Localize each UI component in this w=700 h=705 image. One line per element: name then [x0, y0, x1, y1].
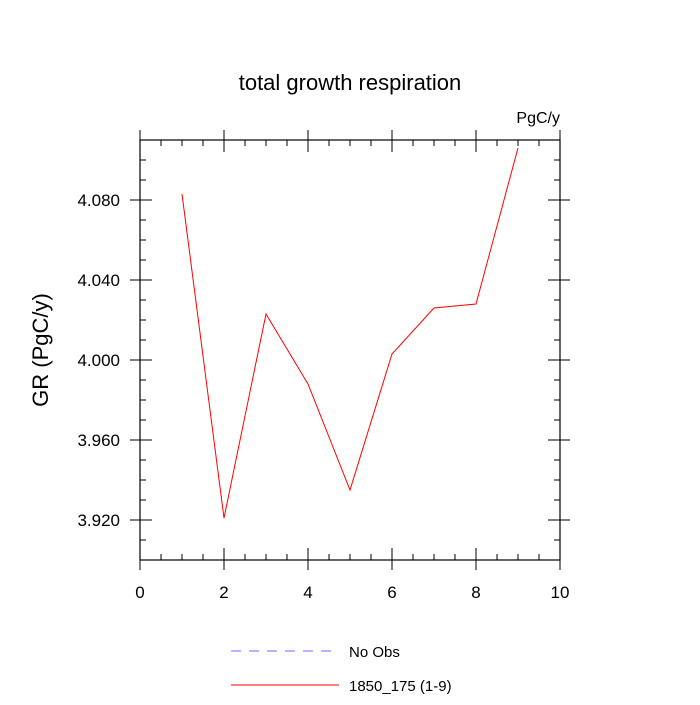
- x-tick-label: 10: [551, 583, 570, 602]
- legend: No Obs 1850_175 (1-9): [231, 644, 452, 695]
- x-tick-label: 0: [135, 583, 144, 602]
- y-tick-label: 4.080: [77, 191, 120, 210]
- x-axis-ticks: 0 2 4 6 8 10: [135, 130, 569, 602]
- legend-label: No Obs: [349, 644, 400, 661]
- plot-border: [139, 139, 561, 561]
- y-tick-label: 4.000: [77, 351, 120, 370]
- x-tick-label: 6: [387, 583, 396, 602]
- y-tick-label: 4.040: [77, 271, 120, 290]
- x-tick-label: 4: [303, 583, 312, 602]
- series-group: [181, 147, 519, 519]
- x-tick-label: 8: [471, 583, 480, 602]
- y-tick-label: 3.920: [77, 511, 120, 530]
- x-tick-label: 2: [219, 583, 228, 602]
- y-tick-label: 3.960: [77, 431, 120, 450]
- y-axis-label: GR (PgC/y): [28, 293, 53, 407]
- units-label: PgC/y: [516, 110, 560, 127]
- y-axis-ticks: 3.920 3.960 4.000 4.040 4.080: [77, 139, 570, 561]
- legend-label: 1850_175 (1-9): [349, 678, 452, 695]
- chart-title: total growth respiration: [239, 70, 462, 95]
- plot-frame: [139, 139, 561, 561]
- series-line: [181, 147, 519, 519]
